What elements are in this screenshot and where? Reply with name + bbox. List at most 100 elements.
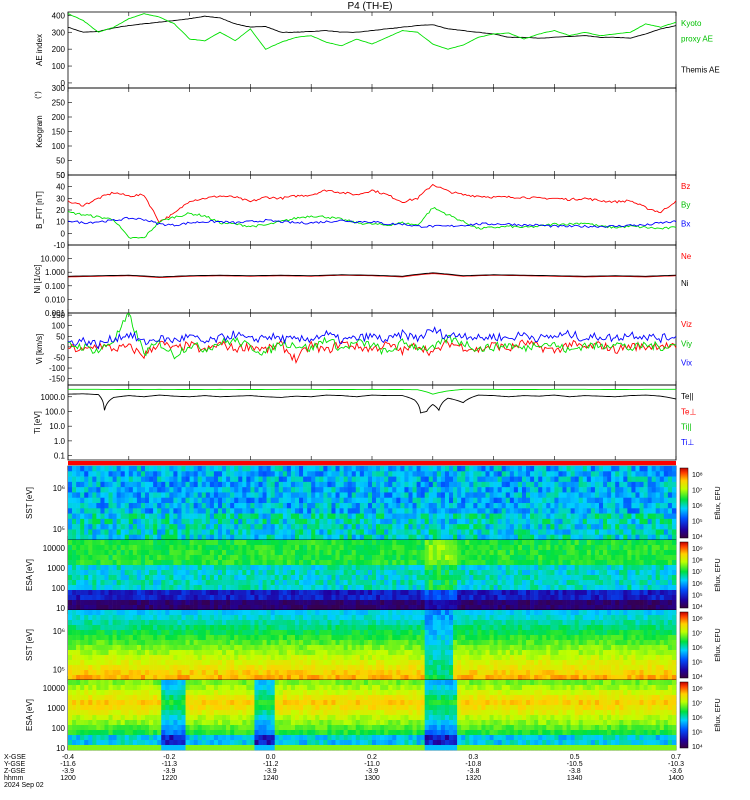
spectrogram-cell <box>315 605 320 611</box>
spectrogram-cell <box>432 513 438 520</box>
spectrogram-cell <box>189 540 194 546</box>
spectrogram-cell <box>404 600 409 606</box>
spectrogram-cell <box>343 471 348 477</box>
spectrogram-cell <box>250 555 255 561</box>
spectrogram-cell <box>404 575 409 581</box>
spectrogram-cell <box>161 565 166 571</box>
spectrogram-cell <box>299 555 304 561</box>
spectrogram-cell <box>611 476 616 483</box>
spectrogram-cell <box>586 585 592 591</box>
velocity-ytick-label: -50 <box>53 353 65 362</box>
spectrogram-cell <box>481 481 486 488</box>
spectrogram-cell <box>428 555 434 561</box>
spectrogram-cell <box>367 605 373 611</box>
spectrogram-cell <box>68 476 73 483</box>
spectrogram-cell <box>161 560 166 566</box>
spectrogram-cell <box>319 600 324 606</box>
spectrogram-cell <box>136 550 142 556</box>
spectrogram-cell <box>400 600 405 606</box>
spectrogram-cell <box>307 513 312 520</box>
spectrogram-cell <box>578 497 584 504</box>
spectrogram-cell <box>169 503 174 509</box>
spectrogram-cell <box>189 524 194 530</box>
spectrogram-cell <box>392 503 397 509</box>
spectrogram-cell <box>197 570 203 576</box>
spectrogram-cell <box>165 640 170 646</box>
spectrogram-cell <box>132 529 138 536</box>
spectrogram-cell <box>100 471 105 477</box>
spectrogram-cell <box>92 590 97 596</box>
spectrogram-cell <box>574 497 580 504</box>
spectrogram-cell <box>550 570 555 576</box>
spectrogram-cell <box>88 481 93 488</box>
spectrogram-cell <box>424 550 430 556</box>
spectrogram-cell <box>72 640 77 646</box>
spectrogram-cell <box>299 540 304 546</box>
spectrogram-cell <box>213 534 219 541</box>
spectrogram-cell <box>392 575 397 581</box>
spectrogram-cell <box>359 580 365 586</box>
spectrogram-cell <box>477 605 482 611</box>
spectrogram-cell <box>205 508 211 514</box>
spectrogram-cell <box>100 670 105 676</box>
spectrogram-cell <box>384 487 389 493</box>
spectrogram-cell <box>359 492 365 499</box>
spectrogram-cell <box>517 466 523 472</box>
spectrogram-cell <box>230 503 235 509</box>
spectrogram-cell <box>440 555 446 561</box>
spectrogram-cell <box>659 605 665 611</box>
spectrogram-cell <box>550 508 555 514</box>
spectrogram-cell <box>477 534 482 541</box>
spectrogram-cell <box>181 645 186 651</box>
spectrogram-cell <box>311 524 316 530</box>
spectrogram-cell <box>331 508 336 514</box>
spectrogram-cell <box>307 476 312 483</box>
spectrogram-cell <box>323 524 328 530</box>
spectrogram-cell <box>242 590 247 596</box>
spectrogram-cell <box>408 476 413 483</box>
spectrogram-cell <box>521 595 527 601</box>
spectrogram-cell <box>68 670 73 676</box>
spectrogram-cell <box>104 492 109 499</box>
spectrogram-cell <box>185 585 190 591</box>
spectrogram-cell <box>607 487 612 493</box>
spectrogram-cell <box>128 605 134 611</box>
spectrogram-cell <box>72 570 77 576</box>
spectrogram-cell <box>473 471 478 477</box>
spectrogram-cell <box>517 565 523 571</box>
spectrogram-cell <box>213 529 219 536</box>
spectrogram-cell <box>643 524 648 530</box>
spectrogram-cell <box>197 550 203 556</box>
spectrogram-cell <box>615 560 620 566</box>
spectrogram-cell <box>270 540 276 546</box>
spectrogram-cell <box>416 550 421 556</box>
esa_pef-colorbar-tick: 10⁵ <box>692 592 703 599</box>
spectrogram-cell <box>420 560 425 566</box>
spectrogram-cell <box>388 487 393 493</box>
spectrogram-cell <box>400 565 405 571</box>
spectrogram-cell <box>550 595 555 601</box>
spectrogram-cell <box>530 497 535 504</box>
spectrogram-cell <box>611 600 616 606</box>
spectrogram-cell <box>315 508 320 514</box>
spectrogram-cell <box>639 529 644 536</box>
spectrogram-cell <box>416 585 421 591</box>
spectrogram-cell <box>286 570 292 576</box>
spectrogram-cell <box>550 600 555 606</box>
spectrogram-cell <box>501 575 507 581</box>
spectrogram-cell <box>667 540 673 546</box>
sst_pef-colorbar <box>679 467 689 539</box>
spectrogram-cell <box>226 534 231 541</box>
spectrogram-cell <box>639 560 644 566</box>
spectrogram-cell <box>76 575 81 581</box>
spectrogram-cell <box>667 534 673 541</box>
spectrogram-cell <box>209 585 215 591</box>
spectrogram-cell <box>157 550 162 556</box>
spectrogram-cell <box>213 471 219 477</box>
spectrogram-cell <box>530 565 535 571</box>
spectrogram-cell <box>270 555 276 561</box>
spectrogram-cell <box>282 503 288 509</box>
spectrogram-cell <box>655 487 661 493</box>
spectrogram-cell <box>647 585 652 591</box>
spectrogram-cell <box>262 503 267 509</box>
